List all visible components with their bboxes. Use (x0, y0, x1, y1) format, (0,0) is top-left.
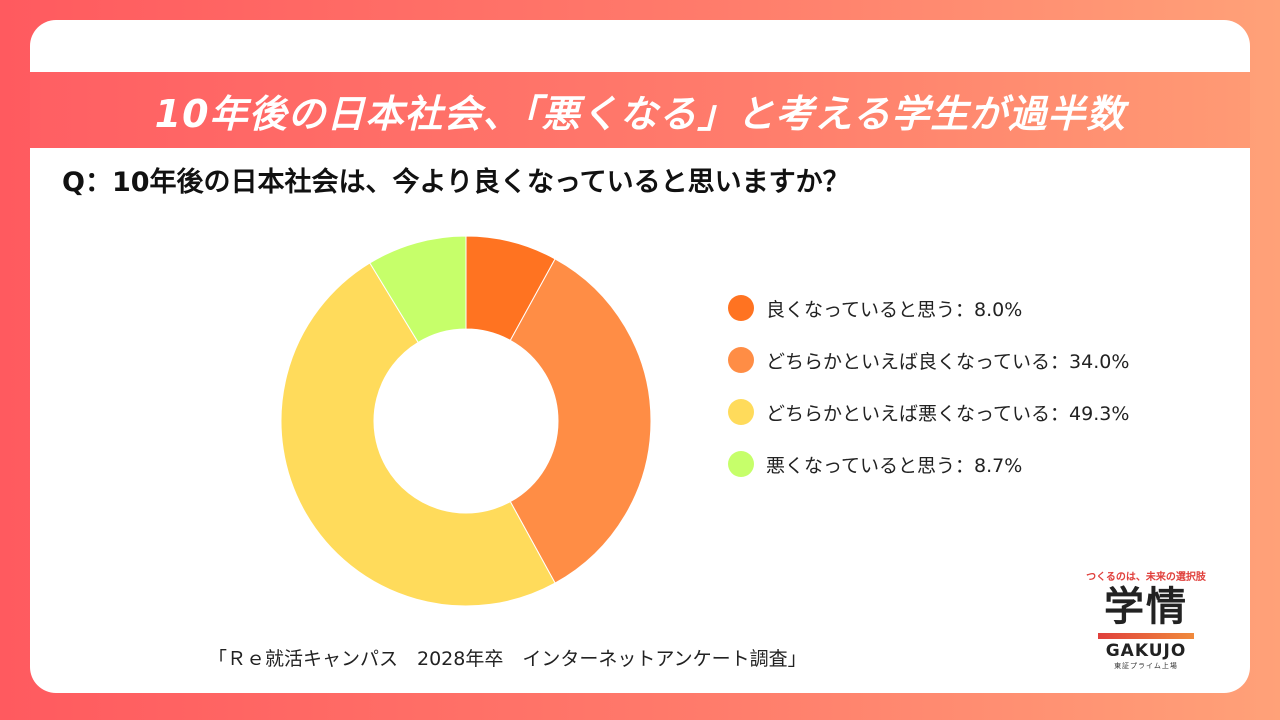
legend-dot-somewhat-good (728, 347, 754, 373)
logo-bar (1098, 633, 1194, 639)
legend-dot-good (728, 295, 754, 321)
logo-main: 学情 (1104, 584, 1188, 630)
source-note: 「Ｒｅ就活キャンパス 2028年卒 インターネットアンケート調査」 (208, 648, 807, 670)
legend-item-good: 良くなっていると思う：8.0% (728, 282, 1129, 334)
legend-label-bad: 悪くなっていると思う：8.7% (766, 454, 1023, 477)
gakujo-logo: つくるのは、未来の選択肢 学情 GAKUJO 東証プライム上場 (1086, 568, 1206, 671)
question-text: Q：10年後の日本社会は、今より良くなっていると思いますか？ (62, 167, 850, 198)
legend-label-somewhat-good: どちらかといえば良くなっている：34.0% (766, 350, 1130, 373)
title-banner: 10年後の日本社会、「悪くなる」と考える学生が過半数 (30, 72, 1250, 148)
legend-label-good: 良くなっていると思う：8.0% (766, 298, 1023, 321)
legend-item-somewhat-good: どちらかといえば良くなっている：34.0% (728, 334, 1129, 386)
slice-somewhat-good (509, 258, 652, 584)
slice-somewhat-bad (280, 262, 556, 607)
content-card: 10年後の日本社会、「悪くなる」と考える学生が過半数 Q：10年後の日本社会は、… (30, 20, 1250, 693)
legend-dot-bad (728, 451, 754, 477)
chart-legend: 良くなっていると思う：8.0% どちらかといえば良くなっている：34.0% どち… (728, 282, 1129, 490)
legend-item-bad: 悪くなっていると思う：8.7% (728, 438, 1129, 490)
logo-tagline: つくるのは、未来の選択肢 (1086, 572, 1206, 583)
slice-bad (369, 235, 467, 344)
logo-en: GAKUJO (1105, 641, 1187, 661)
donut-chart (280, 235, 652, 607)
legend-dot-somewhat-bad (728, 399, 754, 425)
logo-sub: 東証プライム上場 (1114, 662, 1178, 670)
banner-title: 10年後の日本社会、「悪くなる」と考える学生が過半数 (154, 91, 1126, 136)
legend-item-somewhat-bad: どちらかといえば悪くなっている：49.3% (728, 386, 1129, 438)
legend-label-somewhat-bad: どちらかといえば悪くなっている：49.3% (766, 402, 1130, 425)
